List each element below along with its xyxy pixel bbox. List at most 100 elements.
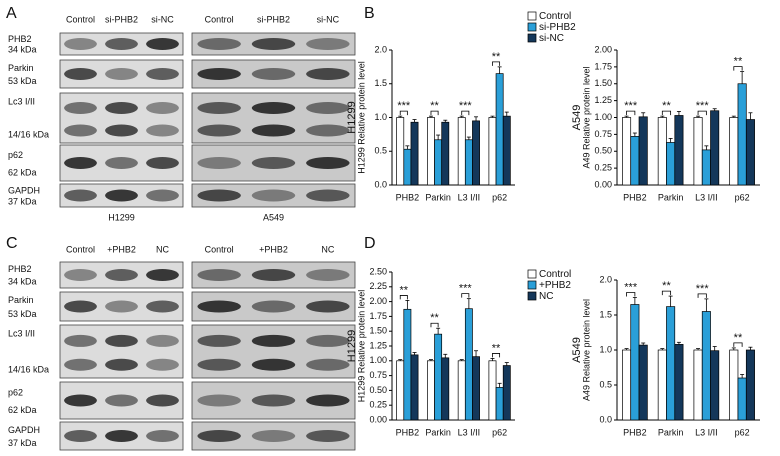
side-label: H1299 [346, 101, 358, 133]
blot-band [105, 102, 138, 114]
cell-line-label: H1299 [108, 212, 135, 222]
y-tick-label: 0.0 [599, 414, 612, 424]
significance-bracket [399, 295, 408, 300]
x-tick-label: L3 I/II [458, 192, 481, 202]
blot-band [64, 269, 97, 281]
bar [638, 116, 648, 186]
blot-band [146, 269, 179, 281]
significance-label: *** [696, 283, 710, 295]
blot-band [251, 358, 296, 371]
x-tick-label: L3 I/II [458, 427, 481, 437]
y-tick-label: 1.25 [594, 95, 612, 105]
blot-band [64, 394, 97, 407]
panel-label: A [6, 5, 17, 22]
legend-label: Control [539, 269, 571, 280]
blot-band [146, 157, 179, 169]
x-tick-label: p62 [492, 192, 507, 202]
y-tick-label: 0.0 [374, 179, 387, 189]
blot-band [105, 334, 138, 347]
bar [434, 333, 443, 421]
lane-label: si-PHB2 [105, 14, 138, 24]
legend-label: Control [539, 11, 571, 22]
blot-band [197, 430, 241, 442]
row-label: PHB2 [8, 34, 32, 44]
blot-band [197, 68, 241, 80]
bar [657, 349, 667, 421]
bar [710, 350, 720, 421]
blot-band [146, 68, 179, 80]
legend-label: +PHB2 [539, 280, 571, 291]
y-tick-label: 1.75 [369, 311, 387, 321]
blot-band [306, 394, 350, 407]
lane-label: si-NC [151, 14, 174, 24]
significance-bracket [461, 293, 470, 298]
x-tick-label: Parkin [425, 192, 451, 202]
significance-bracket [661, 110, 672, 116]
row-label: 14/16 kDa [8, 129, 49, 139]
legend-label: NC [539, 291, 553, 302]
significance-label: *** [624, 281, 638, 293]
blot-band [306, 124, 350, 137]
significance-bracket [733, 66, 743, 71]
row-label: 53 kDa [8, 309, 37, 319]
bar [457, 117, 466, 186]
row-label: GAPDH [8, 425, 40, 435]
y-axis-label: A49 Relative protein level [581, 299, 591, 401]
significance-bracket [492, 61, 501, 66]
significance-label: ** [430, 312, 439, 324]
blot-band [64, 68, 97, 80]
bar [396, 117, 405, 186]
significance-bracket [626, 110, 636, 116]
blot-band [306, 157, 350, 169]
bar [710, 110, 720, 186]
significance-label: ** [734, 56, 743, 68]
bar [666, 306, 676, 421]
blot-band [306, 430, 350, 442]
blot-band [251, 269, 296, 281]
y-tick-label: 1.25 [369, 340, 387, 350]
blot-band [105, 358, 138, 371]
blot-band [197, 124, 241, 137]
blot-band [197, 300, 241, 313]
blot-band [306, 269, 350, 281]
blot-band [146, 300, 179, 313]
bar [701, 149, 711, 186]
significance-bracket [399, 110, 408, 116]
y-tick-label: 1.50 [594, 78, 612, 88]
blot-band [251, 334, 296, 347]
lane-label: Control [66, 14, 95, 24]
significance-bracket [697, 293, 707, 298]
row-label: 62 kDa [8, 167, 37, 177]
significance-label: *** [696, 100, 710, 112]
y-axis-label: A49 Relative protein level [581, 66, 591, 168]
y-tick-label: 1.00 [369, 355, 387, 365]
bar [502, 115, 511, 186]
blot-band [306, 102, 350, 114]
bar [434, 139, 443, 186]
bar [488, 360, 497, 421]
bar [729, 349, 739, 421]
significance-label: *** [459, 283, 473, 295]
row-label: 62 kDa [8, 405, 37, 415]
bar [737, 377, 747, 421]
bar [693, 117, 703, 186]
blot-band [197, 358, 241, 371]
y-tick-label: 2.00 [594, 44, 612, 54]
blot-band [306, 38, 350, 50]
legend-swatch [527, 280, 537, 290]
y-tick-label: 1.0 [374, 112, 387, 122]
lane-label: si-NC [317, 14, 340, 24]
significance-label: *** [624, 100, 638, 112]
bar [396, 360, 405, 421]
y-tick-label: 2.25 [369, 281, 387, 291]
y-tick-label: 1.50 [369, 326, 387, 336]
blot-band [197, 189, 241, 202]
blot-band [251, 430, 296, 442]
y-tick-label: 0.25 [369, 400, 387, 410]
lane-label: Control [205, 244, 234, 254]
row-label: 53 kDa [8, 76, 37, 86]
bar [630, 304, 640, 421]
row-label: p62 [8, 150, 23, 160]
bar [427, 117, 435, 186]
panel-label: D [364, 235, 376, 252]
